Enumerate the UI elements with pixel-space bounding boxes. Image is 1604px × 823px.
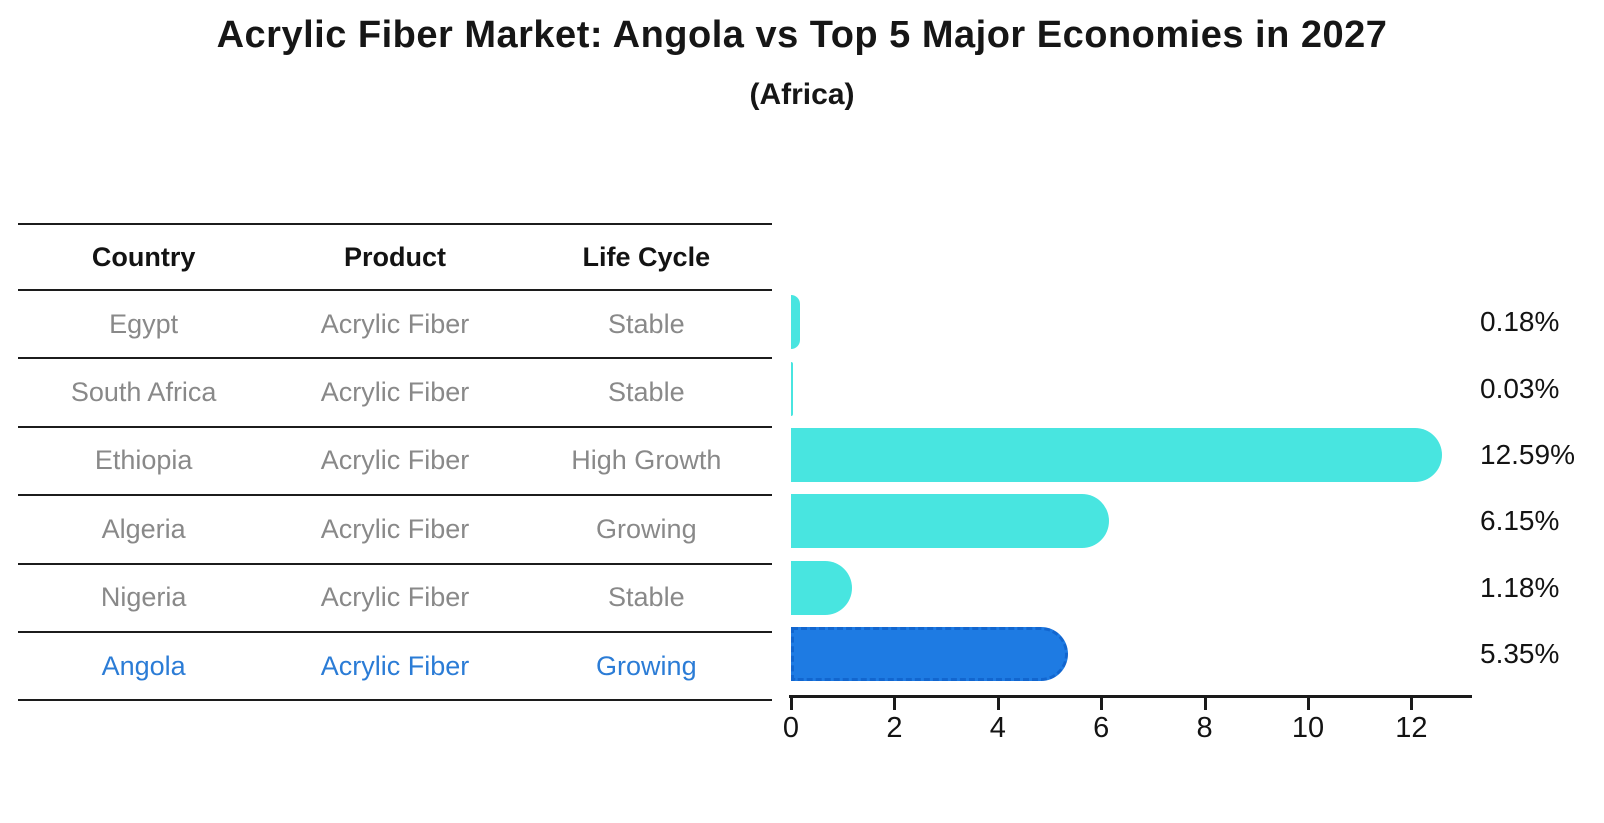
bar-value-label: 1.18% [1480,571,1560,603]
header-cell-life-cycle: Life Cycle [582,241,711,272]
x-axis-tick [996,698,1000,710]
table-row: Algeria Acrylic Fiber Growing [18,494,772,562]
x-axis-tick-label: 6 [1093,712,1110,744]
bar-egypt [791,295,801,350]
cell-life-cycle: Stable [608,582,685,613]
bar-algeria [791,494,1109,549]
x-axis-tick-label: 0 [782,712,800,744]
cell-life-cycle: Stable [608,308,685,339]
cell-country: Angola [101,650,186,681]
cell-life-cycle: High Growth [571,445,722,476]
cell-product: Acrylic Fiber [320,445,470,476]
x-axis-tick [1203,698,1207,710]
x-axis-line [789,695,1472,698]
bar-value-label: 0.03% [1480,372,1560,404]
bar-ethiopia [791,428,1442,482]
x-axis-tick-label: 12 [1395,712,1428,744]
cell-country: Algeria [101,513,186,544]
cell-life-cycle: Growing [596,650,697,681]
bar-value-label: 12.59% [1480,439,1575,470]
x-axis-tick-label: 2 [886,712,903,744]
x-axis-tick-label: 10 [1291,712,1325,744]
bar-value-label: 0.18% [1480,306,1560,338]
header-cell-country: Country [91,241,196,272]
cell-product: Acrylic Fiber [320,377,470,408]
bar-value-label: 6.15% [1480,505,1560,537]
cell-product: Acrylic Fiber [320,650,470,681]
bar-value-label: 5.35% [1480,638,1560,670]
x-axis-tick-label: 4 [989,712,1006,744]
chart-title: Acrylic Fiber Market: Angola vs Top 5 Ma… [216,14,1388,56]
cell-product: Acrylic Fiber [320,513,470,544]
x-axis-tick [1307,698,1310,710]
cell-product: Acrylic Fiber [320,308,470,339]
header-cell-product: Product [343,241,446,272]
table-header-row: Country Product Life Cycle [18,223,772,289]
cell-country: Egypt [109,308,179,339]
cell-country: South Africa [70,377,217,408]
table-row: South Africa Acrylic Fiber Stable [18,357,772,425]
cell-life-cycle: Growing [596,513,697,544]
bar-nigeria [791,560,852,615]
x-axis-tick [893,698,897,710]
x-axis-tick [1100,698,1104,710]
bar-south-africa [791,361,793,416]
table-row: Ethiopia Acrylic Fiber High Growth [18,425,772,494]
table-row: Nigeria Acrylic Fiber Stable [18,562,772,631]
cell-country: Ethiopia [94,445,193,476]
chart-subtitle: (Africa) [749,78,855,111]
cell-life-cycle: Stable [608,377,685,408]
cell-country: Nigeria [100,582,187,613]
x-axis-tick-label: 8 [1196,712,1213,744]
cell-product: Acrylic Fiber [320,582,470,613]
table-row: Egypt Acrylic Fiber Stable [18,289,772,357]
x-axis-tick [790,698,793,710]
data-table: Country Product Life Cycle Egypt Acrylic … [18,223,772,702]
bar-highlight-angola [791,627,1068,682]
x-axis-tick [1410,698,1414,710]
table-row: Angola Acrylic Fiber Growing [18,630,772,699]
